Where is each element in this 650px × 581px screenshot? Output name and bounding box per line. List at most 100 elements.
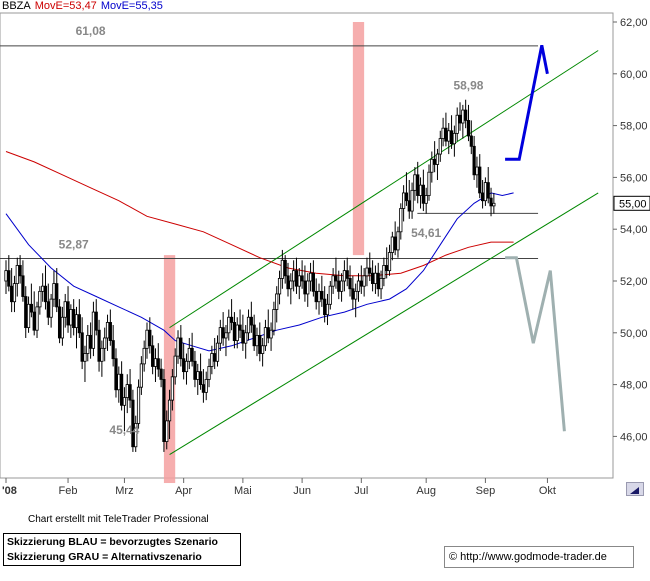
price-chart[interactable]: 61,08 58,98 54,61 52,87 45,44 62,00 60,00 58,0… xyxy=(0,0,650,510)
candle-body xyxy=(229,316,234,323)
candle-body xyxy=(393,236,397,251)
candle-body xyxy=(283,259,287,277)
highlight-zone xyxy=(352,22,365,256)
x-tick-label: Jul xyxy=(354,485,368,497)
chart-header: BBZA MovE=53,47 MovE=55,35 xyxy=(2,0,167,13)
candle-body xyxy=(297,275,301,287)
candle-body xyxy=(418,184,423,196)
scroll-right-button[interactable] xyxy=(626,482,644,496)
ma-slow-label: MovE=55,35 xyxy=(100,0,163,12)
candle-body xyxy=(464,109,468,121)
candle-body xyxy=(387,252,392,272)
candle-body xyxy=(382,265,386,279)
chart-credit: Chart erstellt mit TeleTrader Profession… xyxy=(28,514,209,525)
candle-body xyxy=(117,373,121,391)
last-price-label: 55,00 xyxy=(619,198,647,210)
candle-body xyxy=(60,316,65,339)
candle-body xyxy=(359,280,363,287)
candle-body xyxy=(280,259,284,279)
candle-body xyxy=(57,306,62,339)
y-tick-label: 46,00 xyxy=(620,431,648,443)
candle-body xyxy=(342,270,347,282)
price-annotation: 45,44 xyxy=(109,423,139,437)
ma-slow-line xyxy=(5,192,514,352)
candle-body xyxy=(128,384,132,401)
candle-body xyxy=(489,197,493,207)
candle-body xyxy=(125,384,129,398)
candle-body xyxy=(165,420,169,442)
price-annotation: 52,87 xyxy=(59,238,89,252)
candle-body xyxy=(452,132,456,145)
x-tick-label: Okt xyxy=(539,485,556,497)
candle-body xyxy=(29,303,33,313)
candle-body xyxy=(292,270,296,282)
candle-body xyxy=(187,347,191,362)
candle-body xyxy=(303,280,307,295)
x-tick-label: '08 xyxy=(2,485,17,497)
candle-body xyxy=(52,283,56,300)
candle-body xyxy=(433,158,437,165)
candle-body xyxy=(235,324,239,341)
candle-body xyxy=(167,399,172,422)
candle-body xyxy=(63,301,67,318)
candle-body xyxy=(134,423,138,448)
x-tick-label: Sep xyxy=(476,485,496,497)
candle-body xyxy=(466,120,471,137)
candle-body xyxy=(325,303,330,316)
candle-body xyxy=(89,334,93,349)
candle-body xyxy=(323,298,327,316)
candle-body xyxy=(15,265,19,284)
candle-body xyxy=(261,345,265,354)
legend-line-blue: Skizzierung BLAU = bevorzugtes Szenario xyxy=(7,536,218,548)
x-tick-label: Apr xyxy=(175,485,192,497)
candle-body xyxy=(179,337,183,360)
symbol-label: BBZA xyxy=(2,0,31,12)
candle-body xyxy=(311,272,315,292)
moving-averages xyxy=(5,151,514,352)
candle-body xyxy=(218,327,222,344)
candle-body xyxy=(12,283,17,303)
candle-body xyxy=(478,166,482,194)
scenario-legend: Skizzierung BLAU = bevorzugtes Szenario … xyxy=(3,533,241,566)
candle-body xyxy=(193,360,197,380)
candle-body xyxy=(306,280,310,295)
candle-body xyxy=(244,332,248,344)
candle-body xyxy=(246,316,251,334)
ma-fast-line xyxy=(5,151,514,277)
candle-body xyxy=(441,127,445,139)
candle-body xyxy=(221,327,225,339)
candle-body xyxy=(438,138,442,155)
candle-body xyxy=(69,309,73,326)
candle-body xyxy=(362,275,366,287)
candle-body xyxy=(407,200,411,212)
candle-body xyxy=(404,192,409,202)
candle-body xyxy=(258,334,262,354)
candle-body xyxy=(320,290,324,300)
candle-body xyxy=(136,386,141,424)
candle-body xyxy=(416,174,420,196)
candle-body xyxy=(196,371,200,380)
legend-line-grey: Skizzierung GRAU = Alternativszenario xyxy=(7,551,202,563)
candle-body xyxy=(399,208,403,233)
candle-body xyxy=(458,114,462,124)
candle-body xyxy=(190,347,194,362)
candle-body xyxy=(249,316,253,326)
candle-body xyxy=(275,293,279,310)
candle-body xyxy=(373,272,378,284)
candle-body xyxy=(159,368,163,380)
candle-body xyxy=(224,332,228,339)
candle-body xyxy=(156,358,160,370)
scenario-blue-line xyxy=(505,45,549,161)
source-url-link[interactable]: © http://www.godmode-trader.de xyxy=(444,546,634,568)
candle-body xyxy=(294,270,299,287)
candle-body xyxy=(182,358,186,373)
candle-body xyxy=(483,182,488,202)
candle-body xyxy=(314,290,318,303)
candle-body xyxy=(337,280,341,292)
candle-body xyxy=(339,280,344,292)
candle-body xyxy=(46,301,50,318)
candle-body xyxy=(345,270,349,279)
candle-body xyxy=(148,329,152,347)
candle-body xyxy=(176,337,180,357)
candle-body xyxy=(111,340,115,360)
